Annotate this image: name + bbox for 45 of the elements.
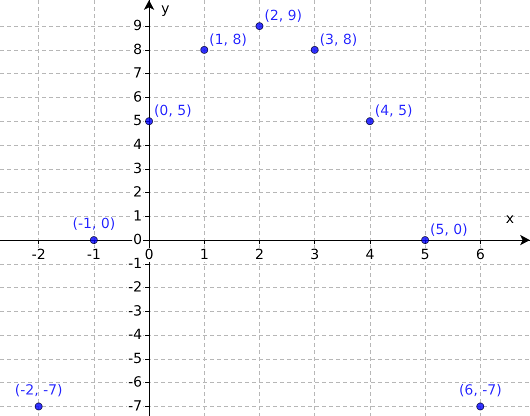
y-tick-label: -3 — [128, 303, 142, 320]
point — [200, 46, 208, 54]
point — [145, 117, 153, 126]
x-tick-label: 2 — [255, 247, 264, 264]
y-tick-label: 7 — [133, 66, 142, 82]
y-tick-label: -4 — [128, 327, 142, 344]
data-label: (3, 8) — [320, 32, 358, 48]
y-tick-label: 9 — [133, 18, 142, 34]
y-tick-label: 3 — [133, 160, 142, 177]
x-tick-label: 3 — [310, 247, 320, 264]
y-tick-label: 5 — [133, 113, 142, 130]
point — [34, 402, 43, 410]
point — [90, 236, 98, 244]
point — [421, 236, 430, 244]
data-label: (6, -7) — [458, 382, 502, 399]
y-tick-label: 8 — [133, 42, 142, 58]
y-tick-label: 2 — [133, 184, 142, 201]
x-tick-label: -2 — [32, 247, 46, 264]
data-label: (-1, 0) — [72, 216, 116, 232]
x-tick-label: 0 — [144, 247, 154, 264]
x-tick-label: 5 — [420, 247, 430, 264]
data-label: (2, 9) — [264, 8, 302, 24]
data-label: (0, 5) — [154, 103, 192, 120]
x-axis-title: x — [506, 211, 514, 228]
y-tick-label: 6 — [133, 89, 142, 106]
y-tick-label: -5 — [128, 350, 142, 367]
data-label: (1, 8) — [209, 32, 247, 48]
data-label: (5, 0) — [430, 222, 468, 238]
data-label: (4, 5) — [374, 103, 412, 120]
y-tick-label: -7 — [128, 398, 142, 414]
point — [476, 402, 484, 410]
x-tick-label: 6 — [476, 247, 485, 264]
point — [366, 117, 374, 126]
point — [256, 22, 264, 30]
y-axis-title: y — [161, 1, 170, 17]
point — [310, 46, 319, 54]
y-tick-label: 4 — [133, 137, 142, 154]
x-tick-label: 4 — [365, 247, 374, 264]
data-label: (-2, -7) — [14, 382, 63, 399]
x-tick-label: -1 — [86, 247, 101, 264]
x-tick-label: 1 — [200, 247, 209, 264]
y-tick-label: -6 — [128, 374, 142, 391]
y-tick-label: -2 — [128, 280, 142, 296]
y-tick-label: 1 — [133, 208, 142, 224]
y-tick-label: 0 — [133, 232, 142, 248]
